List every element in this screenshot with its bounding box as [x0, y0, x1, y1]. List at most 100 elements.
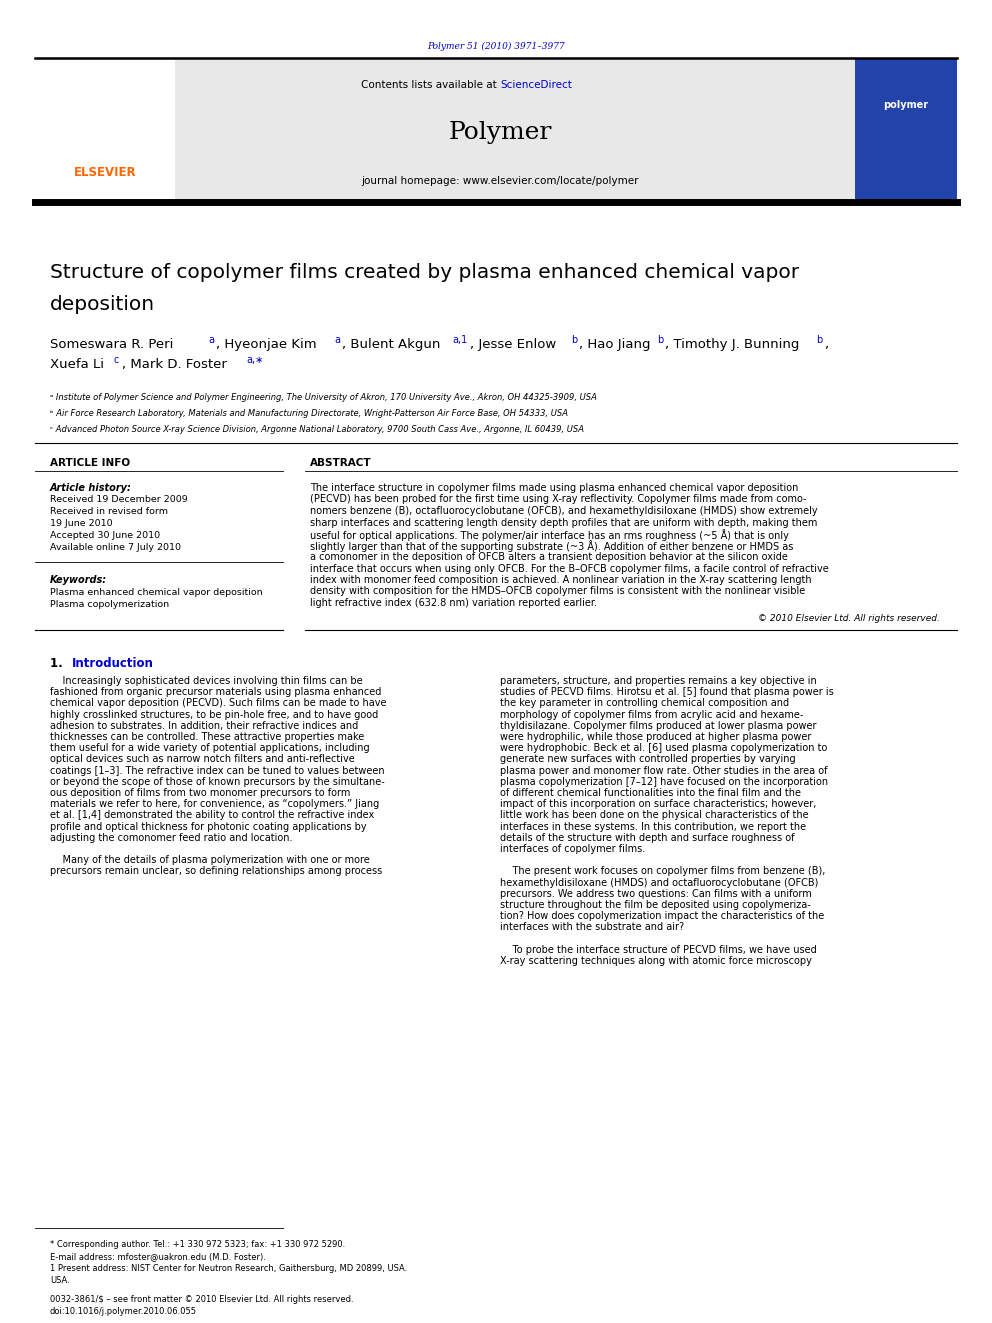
Text: , Hao Jiang: , Hao Jiang — [579, 337, 651, 351]
Text: deposition: deposition — [50, 295, 155, 314]
Text: thicknesses can be controlled. These attractive properties make: thicknesses can be controlled. These att… — [50, 732, 364, 742]
Text: Xuefa Li: Xuefa Li — [50, 359, 104, 370]
Text: a: a — [208, 335, 214, 345]
Text: Keywords:: Keywords: — [50, 576, 107, 585]
Text: Polymer 51 (2010) 3971–3977: Polymer 51 (2010) 3971–3977 — [428, 42, 564, 52]
Text: ous deposition of films from two monomer precursors to form: ous deposition of films from two monomer… — [50, 789, 350, 798]
Text: were hydrophobic. Beck et al. [6] used plasma copolymerization to: were hydrophobic. Beck et al. [6] used p… — [500, 744, 827, 753]
Text: Accepted 30 June 2010: Accepted 30 June 2010 — [50, 531, 160, 540]
Text: a,∗: a,∗ — [246, 355, 263, 365]
Text: journal homepage: www.elsevier.com/locate/polymer: journal homepage: www.elsevier.com/locat… — [361, 176, 639, 187]
Text: Many of the details of plasma polymerization with one or more: Many of the details of plasma polymeriza… — [50, 855, 370, 865]
Text: The present work focuses on copolymer films from benzene (B),: The present work focuses on copolymer fi… — [500, 867, 825, 876]
Text: X-ray scattering techniques along with atomic force microscopy: X-ray scattering techniques along with a… — [500, 957, 811, 966]
Text: precursors. We address two questions: Can films with a uniform: precursors. We address two questions: Ca… — [500, 889, 811, 898]
Text: ARTICLE INFO: ARTICLE INFO — [50, 458, 130, 468]
Text: To probe the interface structure of PECVD films, we have used: To probe the interface structure of PECV… — [500, 945, 816, 955]
Text: the key parameter in controlling chemical composition and: the key parameter in controlling chemica… — [500, 699, 789, 708]
Text: Polymer: Polymer — [448, 120, 552, 143]
Text: them useful for a wide variety of potential applications, including: them useful for a wide variety of potent… — [50, 744, 370, 753]
Text: a comonomer in the deposition of OFCB alters a transient deposition behavior at : a comonomer in the deposition of OFCB al… — [310, 552, 788, 562]
Text: profile and optical thickness for photonic coating applications by: profile and optical thickness for photon… — [50, 822, 367, 832]
Text: slightly larger than that of the supporting substrate (~3 Å). Addition of either: slightly larger than that of the support… — [310, 541, 794, 553]
Text: , Bulent Akgun: , Bulent Akgun — [342, 337, 440, 351]
Text: 19 June 2010: 19 June 2010 — [50, 519, 113, 528]
Text: morphology of copolymer films from acrylic acid and hexame-: morphology of copolymer films from acryl… — [500, 709, 804, 720]
Text: adjusting the comonomer feed ratio and location.: adjusting the comonomer feed ratio and l… — [50, 832, 293, 843]
Text: generate new surfaces with controlled properties by varying: generate new surfaces with controlled pr… — [500, 754, 796, 765]
Text: materials we refer to here, for convenience, as “copolymers.” Jiang: materials we refer to here, for convenie… — [50, 799, 379, 810]
Text: precursors remain unclear, so defining relationships among process: precursors remain unclear, so defining r… — [50, 867, 382, 876]
Text: optical devices such as narrow notch filters and anti-reflective: optical devices such as narrow notch fil… — [50, 754, 355, 765]
Text: plasma power and monomer flow rate. Other studies in the area of: plasma power and monomer flow rate. Othe… — [500, 766, 827, 775]
Text: Contents lists available at: Contents lists available at — [361, 79, 500, 90]
Text: ᵃ Institute of Polymer Science and Polymer Engineering, The University of Akron,: ᵃ Institute of Polymer Science and Polym… — [50, 393, 597, 402]
Text: coatings [1–3]. The refractive index can be tuned to values between: coatings [1–3]. The refractive index can… — [50, 766, 385, 775]
Text: doi:10.1016/j.polymer.2010.06.055: doi:10.1016/j.polymer.2010.06.055 — [50, 1307, 197, 1316]
Text: thyldisilazane. Copolymer films produced at lower plasma power: thyldisilazane. Copolymer films produced… — [500, 721, 816, 730]
Text: interfaces with the substrate and air?: interfaces with the substrate and air? — [500, 922, 684, 933]
Text: Plasma copolymerization: Plasma copolymerization — [50, 601, 169, 609]
Text: Available online 7 July 2010: Available online 7 July 2010 — [50, 542, 181, 552]
Text: light refractive index (632.8 nm) variation reported earlier.: light refractive index (632.8 nm) variat… — [310, 598, 597, 609]
Text: structure throughout the film be deposited using copolymeriza-: structure throughout the film be deposit… — [500, 900, 810, 910]
Text: impact of this incorporation on surface characteristics; however,: impact of this incorporation on surface … — [500, 799, 816, 810]
Text: © 2010 Elsevier Ltd. All rights reserved.: © 2010 Elsevier Ltd. All rights reserved… — [758, 614, 940, 623]
Text: E-mail address: mfoster@uakron.edu (M.D. Foster).: E-mail address: mfoster@uakron.edu (M.D.… — [50, 1252, 266, 1261]
Bar — [855, 58, 957, 200]
Text: interface that occurs when using only OFCB. For the B–OFCB copolymer films, a fa: interface that occurs when using only OF… — [310, 564, 828, 573]
Text: were hydrophilic, while those produced at higher plasma power: were hydrophilic, while those produced a… — [500, 732, 811, 742]
Text: , Hyeonjae Kim: , Hyeonjae Kim — [216, 337, 316, 351]
Text: nomers benzene (B), octafluorocyclobutane (OFCB), and hexamethyldisiloxane (HMDS: nomers benzene (B), octafluorocyclobutan… — [310, 505, 817, 516]
Text: The interface structure in copolymer films made using plasma enhanced chemical v: The interface structure in copolymer fil… — [310, 483, 799, 493]
Bar — [35, 58, 957, 200]
Text: 1 Present address: NIST Center for Neutron Research, Gaithersburg, MD 20899, USA: 1 Present address: NIST Center for Neutr… — [50, 1263, 408, 1273]
Text: ,: , — [824, 337, 828, 351]
Text: a: a — [334, 335, 340, 345]
Text: Increasingly sophisticated devices involving thin films can be: Increasingly sophisticated devices invol… — [50, 676, 363, 687]
Text: Article history:: Article history: — [50, 483, 132, 493]
Text: ELSEVIER: ELSEVIER — [73, 167, 136, 180]
Text: USA.: USA. — [50, 1275, 69, 1285]
Text: Structure of copolymer films created by plasma enhanced chemical vapor: Structure of copolymer films created by … — [50, 263, 800, 282]
Text: fashioned from organic precursor materials using plasma enhanced: fashioned from organic precursor materia… — [50, 687, 381, 697]
Text: interfaces in these systems. In this contribution, we report the: interfaces in these systems. In this con… — [500, 822, 806, 832]
Text: density with composition for the HMDS–OFCB copolymer films is consistent with th: density with composition for the HMDS–OF… — [310, 586, 806, 597]
Text: 1.: 1. — [50, 658, 71, 669]
Text: ᶜ Advanced Photon Source X-ray Science Division, Argonne National Laboratory, 97: ᶜ Advanced Photon Source X-ray Science D… — [50, 425, 584, 434]
Text: interfaces of copolymer films.: interfaces of copolymer films. — [500, 844, 645, 855]
Text: b: b — [657, 335, 664, 345]
Text: ABSTRACT: ABSTRACT — [310, 458, 372, 468]
Text: plasma copolymerization [7–12] have focused on the incorporation: plasma copolymerization [7–12] have focu… — [500, 777, 828, 787]
Text: b: b — [571, 335, 577, 345]
Text: studies of PECVD films. Hirotsu et al. [5] found that plasma power is: studies of PECVD films. Hirotsu et al. [… — [500, 687, 833, 697]
Text: , Mark D. Foster: , Mark D. Foster — [122, 359, 227, 370]
Text: chemical vapor deposition (PECVD). Such films can be made to have: chemical vapor deposition (PECVD). Such … — [50, 699, 387, 708]
Text: b: b — [816, 335, 822, 345]
Text: Received 19 December 2009: Received 19 December 2009 — [50, 495, 187, 504]
Text: * Corresponding author. Tel.: +1 330 972 5323; fax: +1 330 972 5290.: * Corresponding author. Tel.: +1 330 972… — [50, 1240, 345, 1249]
Text: index with monomer feed composition is achieved. A nonlinear variation in the X-: index with monomer feed composition is a… — [310, 576, 811, 585]
Text: Received in revised form: Received in revised form — [50, 507, 168, 516]
Text: adhesion to substrates. In addition, their refractive indices and: adhesion to substrates. In addition, the… — [50, 721, 358, 730]
Text: 0032-3861/$ – see front matter © 2010 Elsevier Ltd. All rights reserved.: 0032-3861/$ – see front matter © 2010 El… — [50, 1295, 353, 1304]
Bar — [35, 58, 175, 200]
Text: useful for optical applications. The polymer/air interface has an rms roughness : useful for optical applications. The pol… — [310, 529, 789, 541]
Text: et al. [1,4] demonstrated the ability to control the refractive index: et al. [1,4] demonstrated the ability to… — [50, 811, 374, 820]
Text: Someswara R. Peri: Someswara R. Peri — [50, 337, 174, 351]
Text: (PECVD) has been probed for the first time using X-ray reflectivity. Copolymer f: (PECVD) has been probed for the first ti… — [310, 495, 806, 504]
Text: , Jesse Enlow: , Jesse Enlow — [470, 337, 557, 351]
Text: Plasma enhanced chemical vapor deposition: Plasma enhanced chemical vapor depositio… — [50, 587, 263, 597]
Text: highly crosslinked structures, to be pin-hole free, and to have good: highly crosslinked structures, to be pin… — [50, 709, 378, 720]
Text: details of the structure with depth and surface roughness of: details of the structure with depth and … — [500, 832, 795, 843]
Text: sharp interfaces and scattering length density depth profiles that are uniform w: sharp interfaces and scattering length d… — [310, 517, 817, 528]
Text: tion? How does copolymerization impact the characteristics of the: tion? How does copolymerization impact t… — [500, 912, 824, 921]
Text: polymer: polymer — [884, 101, 929, 110]
Text: Introduction: Introduction — [72, 658, 154, 669]
Text: ScienceDirect: ScienceDirect — [500, 79, 571, 90]
Text: hexamethyldisiloxane (HMDS) and octafluorocyclobutane (OFCB): hexamethyldisiloxane (HMDS) and octafluo… — [500, 877, 818, 888]
Text: of different chemical functionalities into the final film and the: of different chemical functionalities in… — [500, 789, 801, 798]
Text: parameters, structure, and properties remains a key objective in: parameters, structure, and properties re… — [500, 676, 816, 687]
Text: ᵇ Air Force Research Laboratory, Materials and Manufacturing Directorate, Wright: ᵇ Air Force Research Laboratory, Materia… — [50, 409, 568, 418]
Text: a,1: a,1 — [452, 335, 467, 345]
